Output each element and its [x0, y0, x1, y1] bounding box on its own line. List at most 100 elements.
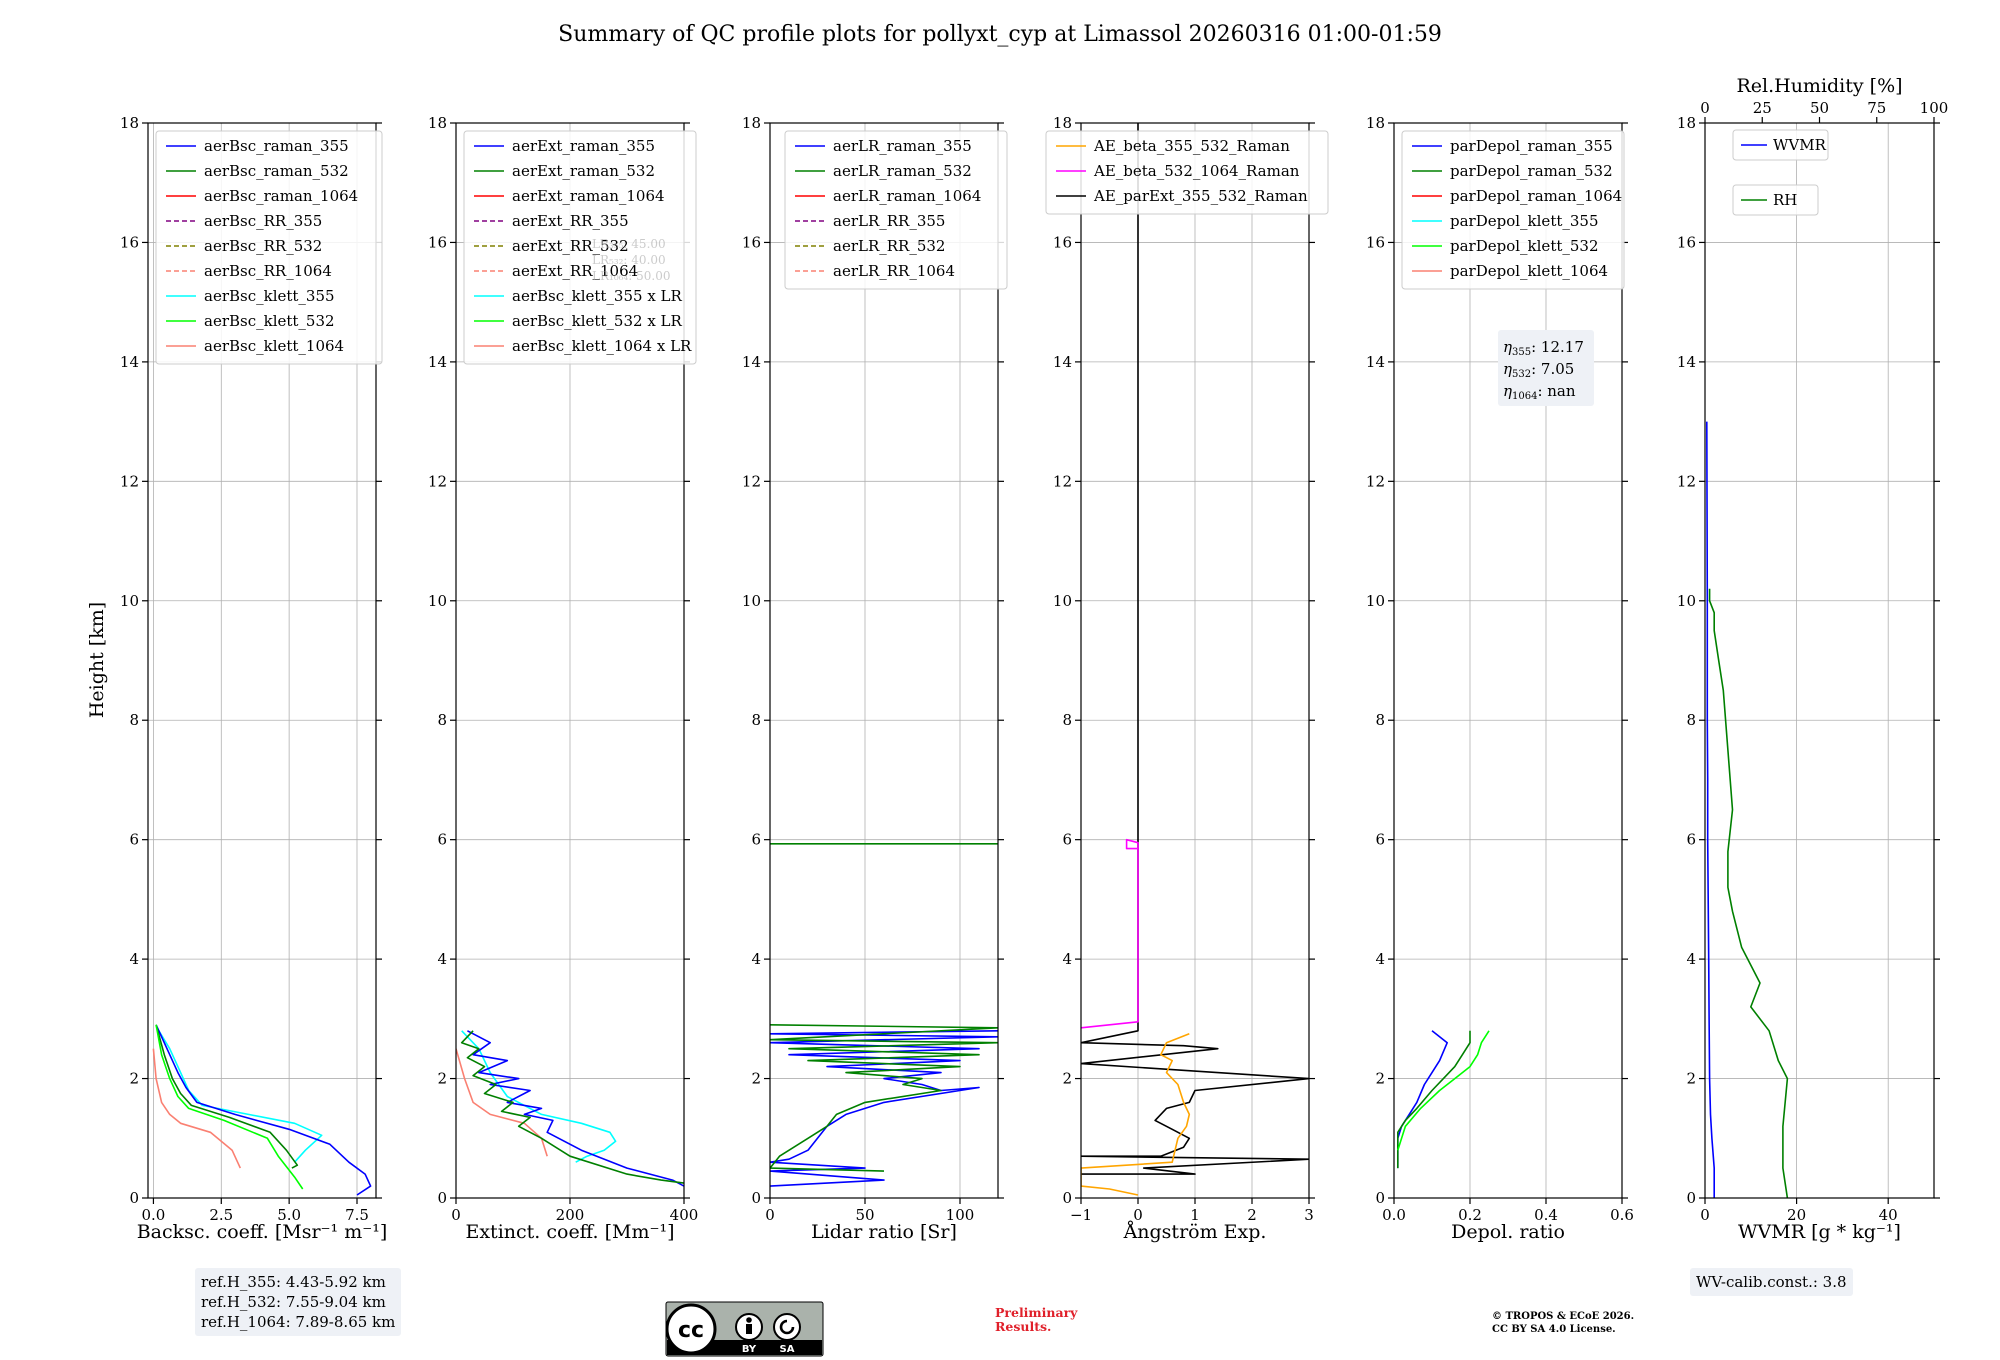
y-tick-label: 4 — [129, 950, 139, 968]
x-tick-label: 0 — [1133, 1206, 1143, 1224]
y-tick-label: 10 — [1677, 592, 1696, 610]
x-tick-label: 20 — [1787, 1206, 1806, 1224]
y-tick-label: 4 — [437, 950, 447, 968]
y-tick-label: 6 — [751, 831, 761, 849]
sa-arrow-arc — [779, 1319, 795, 1335]
y-tick-label: 16 — [428, 233, 447, 251]
x-tick-label: 100 — [946, 1206, 975, 1224]
panel-bsc-frame — [147, 122, 377, 1199]
ref-height-355: ref.H_355: 4.43-5.92 km — [201, 1273, 386, 1291]
series-parDepol_raman_355 — [1397, 1030, 1448, 1169]
top-x-tick-label: 0 — [1700, 99, 1710, 117]
panel-wv-plot-area — [1706, 421, 1789, 1198]
y-tick-label: 0 — [751, 1189, 761, 1207]
legend-label: aerLR_raman_355 — [833, 137, 972, 155]
x-tick-label: 5.0 — [277, 1206, 301, 1224]
y-tick-label: 2 — [1375, 1070, 1385, 1088]
legend-label: aerExt_raman_532 — [512, 162, 655, 180]
y-tick-label: 12 — [1677, 472, 1696, 490]
y-tick-label: 8 — [129, 711, 139, 729]
x-tick-label: 0 — [765, 1206, 775, 1224]
depol-eta-532: η532: 7.05 — [1503, 360, 1574, 380]
cc-circle-icon — [665, 1303, 717, 1355]
y-tick-label: 14 — [120, 353, 139, 371]
y-tick-label: 18 — [428, 114, 447, 132]
reference-height-box: ref.H_355: 4.43-5.92 km ref.H_532: 7.55-… — [195, 1268, 402, 1336]
legend-label: aerBsc_RR_532 — [204, 237, 322, 255]
legend-ext: aerExt_raman_355 aerExt_raman_532 aerExt_r… — [463, 130, 697, 365]
y-tick-label: 8 — [1375, 711, 1385, 729]
legend-label: aerExt_raman_1064 — [512, 187, 665, 205]
by-person-body — [746, 1324, 752, 1334]
x-tick-label: 0.6 — [1610, 1206, 1634, 1224]
y-tick-label: 6 — [437, 831, 447, 849]
x-axis-label-lr: Lidar ratio [Sr] — [811, 1221, 957, 1243]
legend-label: parDepol_raman_532 — [1450, 162, 1613, 180]
y-tick-label: 0 — [1062, 1189, 1072, 1207]
x-tick-label: 0 — [1700, 1206, 1710, 1224]
x-tick-label: 0.4 — [1534, 1206, 1558, 1224]
series-parDepol_klett_532 — [1397, 1030, 1490, 1151]
legend-label: aerLR_RR_532 — [833, 237, 945, 255]
legend-label: aerExt_RR_355 — [512, 212, 629, 230]
legend-label: aerBsc_RR_1064 — [204, 262, 332, 280]
eta-symbol: η — [1503, 360, 1512, 378]
legend-label-rh: RH — [1773, 191, 1797, 209]
wv-calibration-constant: WV-calib.const.: 3.8 — [1696, 1273, 1847, 1291]
y-tick-label: 10 — [428, 592, 447, 610]
eta-value: : 7.05 — [1531, 360, 1574, 378]
eta-subscript: 1064 — [1512, 391, 1537, 402]
legend-label: parDepol_klett_1064 — [1450, 262, 1608, 280]
y-tick-label: 6 — [129, 831, 139, 849]
legend-label: aerBsc_klett_532 x LR — [512, 312, 683, 330]
series-AE_beta_355_532_Raman — [1081, 1033, 1191, 1196]
legend-frame — [1045, 130, 1329, 215]
y-tick-label: 2 — [1062, 1070, 1072, 1088]
series-aerBsc_klett_1064 — [152, 1048, 242, 1169]
extinction-lr-note: LR₅₃₂: 40.00 — [592, 253, 666, 267]
series-aerBsc_raman_355 — [155, 1024, 372, 1196]
y-tick-label: 4 — [1686, 950, 1696, 968]
eta-subscript: 532 — [1512, 369, 1531, 380]
y-tick-label: 0 — [437, 1189, 447, 1207]
legend-label: aerBsc_raman_532 — [204, 162, 349, 180]
y-tick-label: 10 — [120, 592, 139, 610]
legend-label: aerBsc_klett_532 — [204, 312, 335, 330]
x-tick-label: 0.2 — [1458, 1206, 1482, 1224]
extinction-lr-note: LR₁₀₆₄: 50.00 — [592, 269, 670, 283]
y-tick-label: 8 — [1062, 711, 1072, 729]
ref-height-532: ref.H_532: 7.55-9.04 km — [201, 1293, 386, 1311]
series-aerLR_raman_532 — [770, 1024, 998, 1172]
y-tick-label: 8 — [751, 711, 761, 729]
top-x-tick-label: 50 — [1810, 99, 1829, 117]
y-tick-label: 6 — [1062, 831, 1072, 849]
y-tick-label: 0 — [1375, 1189, 1385, 1207]
sa-share-icon — [773, 1313, 801, 1341]
preliminary-line-2: Results. — [995, 1319, 1052, 1334]
legend-box-rh — [1732, 184, 1819, 216]
legend-label-wvmr: WVMR — [1773, 136, 1827, 154]
y-tick-label: 10 — [1053, 592, 1072, 610]
legend-label: aerBsc_RR_355 — [204, 212, 322, 230]
legend-label: aerBsc_klett_1064 — [204, 337, 344, 355]
y-tick-label: 16 — [1677, 233, 1696, 251]
legend-label: aerLR_RR_1064 — [833, 262, 955, 280]
y-tick-label: 2 — [1686, 1070, 1696, 1088]
series-aerBsc_raman_532 — [155, 1024, 299, 1169]
x-tick-label: 0 — [451, 1206, 461, 1224]
legend-label: parDepol_raman_1064 — [1450, 187, 1622, 205]
by-person-head — [746, 1317, 752, 1323]
preliminary-results-note: Preliminary Results. — [995, 1306, 1077, 1334]
x-axis-label-ae: Ångström Exp. — [1123, 1221, 1267, 1243]
x-tick-label: 0.0 — [1382, 1206, 1406, 1224]
y-tick-label: 16 — [1366, 233, 1385, 251]
x-axis-label-depol: Depol. ratio — [1451, 1221, 1565, 1243]
depol-eta-355: η355: 12.17 — [1503, 338, 1584, 358]
series-AE_parExt_355_532_Raman — [1081, 123, 1309, 1175]
panel-lr-frame — [769, 122, 999, 1199]
y-tick-label: 14 — [742, 353, 761, 371]
license-sa-label: SA — [780, 1344, 795, 1355]
series-aerBsc_klett_355 — [158, 1030, 323, 1163]
x-tick-label: 40 — [1879, 1206, 1898, 1224]
